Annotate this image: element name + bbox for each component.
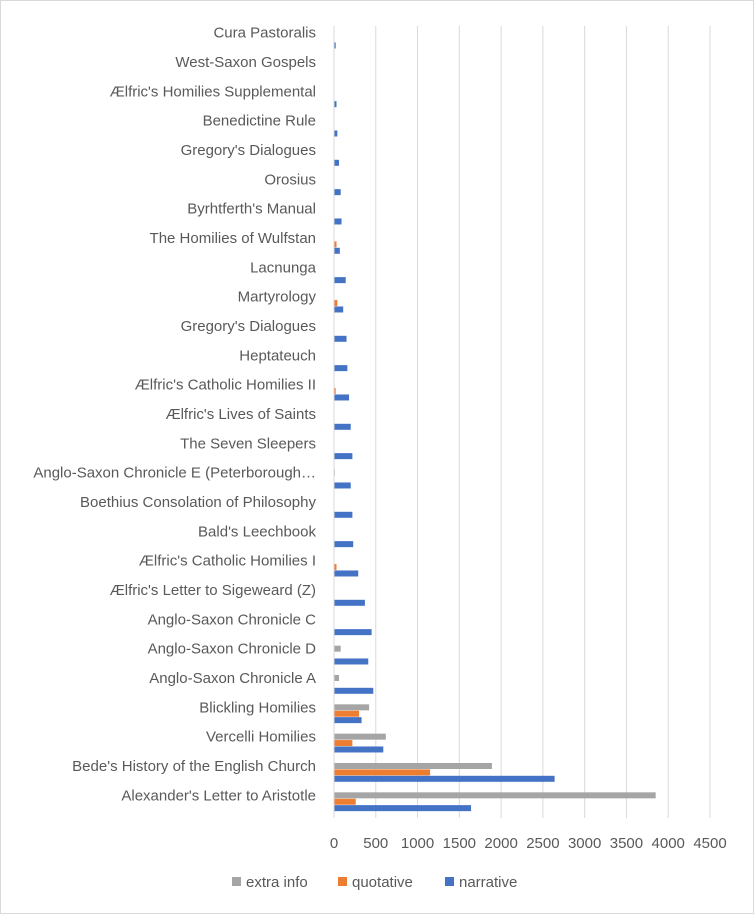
category-label: Cura Pastoralis [213, 25, 316, 42]
bar-quotative [334, 241, 337, 248]
bar-narrative [334, 805, 472, 812]
legend-swatch-quotative [338, 877, 347, 886]
legend-label: narrative [459, 874, 517, 891]
x-tick-label: 1000 [401, 835, 434, 852]
bar-narrative [334, 482, 351, 489]
bar-narrative [334, 570, 359, 577]
category-label: Heptateuch [239, 347, 316, 364]
legend-label: quotative [352, 874, 413, 891]
category-label: Ælfric's Catholic Homilies I [139, 553, 316, 570]
bar-quotative [334, 300, 338, 307]
category-label: Orosius [264, 171, 316, 188]
gridlines [375, 26, 711, 818]
bar-extra-info [334, 704, 370, 711]
bar-extra-info [334, 733, 386, 740]
category-label: Boethius Consolation of Philosophy [80, 494, 316, 511]
category-label: The Seven Sleepers [180, 435, 316, 452]
x-tick-label: 4000 [652, 835, 685, 852]
category-label: Martyrology [238, 289, 317, 306]
bar-narrative [334, 629, 372, 636]
bar-narrative [334, 159, 340, 166]
bar-quotative [334, 710, 360, 717]
value-axis-ticks: 0 500 1000 1500 2000 2500 3000 3500 4000 4500 [330, 835, 727, 852]
category-labels: Alexander's Letter to Aristotle Bede's Hi… [33, 25, 316, 805]
bar-extra-info [334, 675, 340, 681]
legend-swatch-extra-info [232, 877, 241, 886]
category-label: Gregory's Dialogues [181, 318, 316, 335]
x-tick-label: 2500 [526, 835, 559, 852]
bar-narrative [334, 277, 346, 284]
category-label: Vercelli Homilies [206, 729, 316, 746]
bar-quotative [334, 769, 431, 776]
x-tick-label: 0 [330, 835, 338, 852]
bar-extra-info [334, 792, 656, 799]
bar-narrative [334, 365, 348, 372]
x-tick-label: 3500 [610, 835, 643, 852]
bar-narrative [334, 453, 353, 460]
bar-extra-info [334, 763, 492, 769]
bar-narrative [334, 541, 354, 548]
x-tick-label: 1500 [443, 835, 476, 852]
category-label: Bald's Leechbook [198, 523, 316, 540]
category-label: West-Saxon Gospels [175, 54, 316, 71]
category-label: Alexander's Letter to Aristotle [121, 787, 316, 804]
bars [334, 42, 656, 812]
bar-narrative [334, 335, 347, 342]
bar-narrative [334, 394, 350, 401]
category-label: Ælfric's Homilies Supplemental [110, 83, 316, 100]
x-tick-label: 500 [363, 835, 388, 852]
bar-quotative [334, 564, 337, 571]
category-label: Ælfric's Letter to Sigeweard (Z) [110, 582, 316, 599]
bar-narrative [334, 130, 338, 137]
legend: extra info quotative narrative [232, 874, 517, 891]
bar-narrative [334, 687, 374, 694]
bar-narrative [334, 599, 365, 606]
category-label: Anglo-Saxon Chronicle A [149, 670, 316, 687]
bar-narrative [334, 423, 351, 430]
category-label: Benedictine Rule [203, 113, 316, 130]
x-tick-label: 4500 [693, 835, 726, 852]
bar-narrative [334, 42, 336, 49]
category-label: Byrhtferth's Manual [187, 201, 316, 218]
bar-narrative [334, 101, 337, 108]
bar-quotative [334, 388, 336, 395]
bar-narrative [334, 775, 555, 782]
bar-narrative [334, 717, 362, 724]
legend-swatch-narrative [445, 877, 454, 886]
bar-quotative [334, 798, 356, 805]
category-label: Anglo-Saxon Chronicle E (Peterborough… [33, 465, 316, 482]
bar-narrative [334, 306, 344, 313]
bar-narrative [334, 746, 384, 753]
category-label: Ælfric's Lives of Saints [166, 406, 316, 423]
bar-narrative [334, 511, 353, 518]
x-tick-label: 3000 [568, 835, 601, 852]
bar-narrative [334, 247, 340, 254]
x-tick-label: 2000 [484, 835, 517, 852]
category-label: The Homilies of Wulfstan [150, 230, 316, 247]
bar-narrative [334, 658, 369, 665]
category-label: Anglo-Saxon Chronicle C [148, 611, 317, 628]
category-label: Gregory's Dialogues [181, 142, 316, 159]
category-label: Ælfric's Catholic Homilies II [135, 377, 316, 394]
category-label: Anglo-Saxon Chronicle D [148, 641, 317, 658]
bar-narrative [334, 189, 341, 196]
category-label: Bede's History of the English Church [72, 758, 316, 775]
legend-label: extra info [246, 874, 308, 891]
bar-quotative [334, 740, 353, 747]
category-label: Blickling Homilies [199, 699, 316, 716]
bar-narrative [334, 218, 342, 225]
bar-extra-info [334, 645, 341, 652]
category-label: Lacnunga [250, 259, 317, 276]
